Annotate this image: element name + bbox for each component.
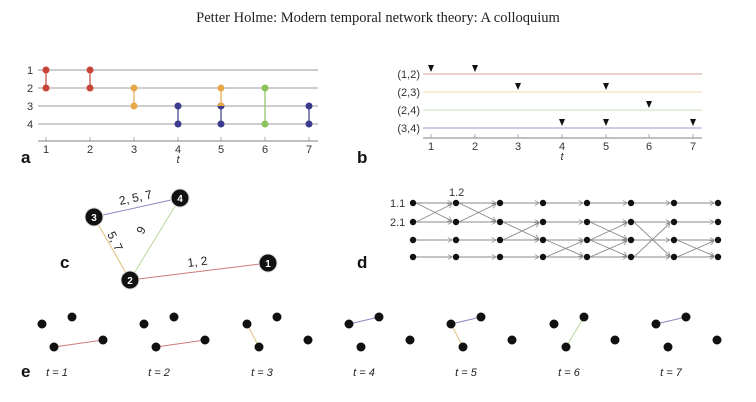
page-title: Petter Holme: Modern temporal network th…: [196, 10, 560, 26]
node-label-4: 4: [27, 119, 33, 131]
snapshot-t1: [37, 312, 108, 352]
x-axis-label: t: [176, 154, 180, 166]
snapshot-t2: [139, 312, 210, 352]
edge-label-34: 2, 5, 7: [118, 187, 154, 208]
tick-4: 4: [175, 144, 181, 156]
snapshot-t7: [651, 312, 722, 352]
tick-7: 7: [306, 144, 312, 156]
panel-letter-b: b: [357, 148, 367, 167]
network-nodes: 3 4 2 1: [84, 188, 278, 290]
panel-letter-c: c: [60, 253, 69, 272]
label-1-1: 1.1: [390, 198, 405, 210]
snapshot-t3: [242, 312, 313, 352]
panel-a: 1 2 3 4 1 2 3: [21, 65, 318, 167]
x-axis-label: t: [560, 151, 564, 163]
node-label-3: 3: [27, 101, 33, 113]
contact-markers: [428, 65, 696, 126]
tick-4: 4: [559, 141, 565, 153]
panel-e: t = 1 t = 2 t = 3 t = 4 t = 5 t = 6 t = …: [21, 312, 722, 381]
tick-6: 6: [262, 144, 268, 156]
edge-label-23: 5, 7: [104, 229, 126, 253]
node-label-2: 2: [27, 83, 33, 95]
panel-c: 2, 5, 7 5, 7 6 1, 2 3 4 2 1 c: [60, 187, 278, 290]
panel-d: 1.1 2.1 1.2 d: [357, 187, 722, 272]
tick-3: 3: [515, 141, 521, 153]
snapshot-label: t = 2: [148, 367, 170, 379]
time-nodes: [409, 199, 722, 261]
snapshot-label: t = 4: [353, 367, 375, 379]
tick-7: 7: [690, 141, 696, 153]
label-1-2: 1.2: [449, 187, 464, 199]
snapshot-label: t = 3: [251, 367, 274, 379]
snapshot-t5: [446, 312, 517, 352]
snapshot-label: t = 6: [558, 367, 581, 379]
node-1: 1: [265, 259, 271, 270]
node-4: 4: [177, 194, 183, 205]
tick-2: 2: [87, 144, 93, 156]
label-2-1: 2.1: [390, 217, 405, 229]
tick-3: 3: [131, 144, 137, 156]
edge-label-24: 6: [133, 224, 149, 237]
panel-letter-d: d: [357, 253, 367, 272]
tick-1: 1: [43, 144, 49, 156]
node-2: 2: [127, 276, 133, 287]
edge-label-24: (2,4): [397, 105, 420, 117]
edge-label-34: (3,4): [397, 123, 420, 135]
snapshot-label: t = 5: [455, 367, 478, 379]
panel-letter-a: a: [21, 148, 31, 167]
tick-1: 1: [428, 141, 434, 153]
snapshot-label: t = 1: [46, 367, 68, 379]
edge-label-12: (1,2): [397, 69, 420, 81]
tick-5: 5: [218, 144, 224, 156]
tick-6: 6: [646, 141, 652, 153]
snapshot-label: t = 7: [660, 367, 683, 379]
panel-letter-e: e: [21, 362, 30, 381]
snapshot-t6: [549, 312, 620, 352]
panel-b: (1,2) (2,3) (2,4) (3,4) 1 2 3 4 5 6 7 t …: [357, 65, 702, 167]
node-3: 3: [91, 213, 97, 224]
tick-5: 5: [603, 141, 609, 153]
edge-label-12: 1, 2: [187, 254, 209, 270]
node-label-1: 1: [27, 65, 33, 77]
tick-2: 2: [472, 141, 478, 153]
snapshot-t4: [344, 312, 415, 352]
edge-label-23: (2,3): [397, 87, 420, 99]
